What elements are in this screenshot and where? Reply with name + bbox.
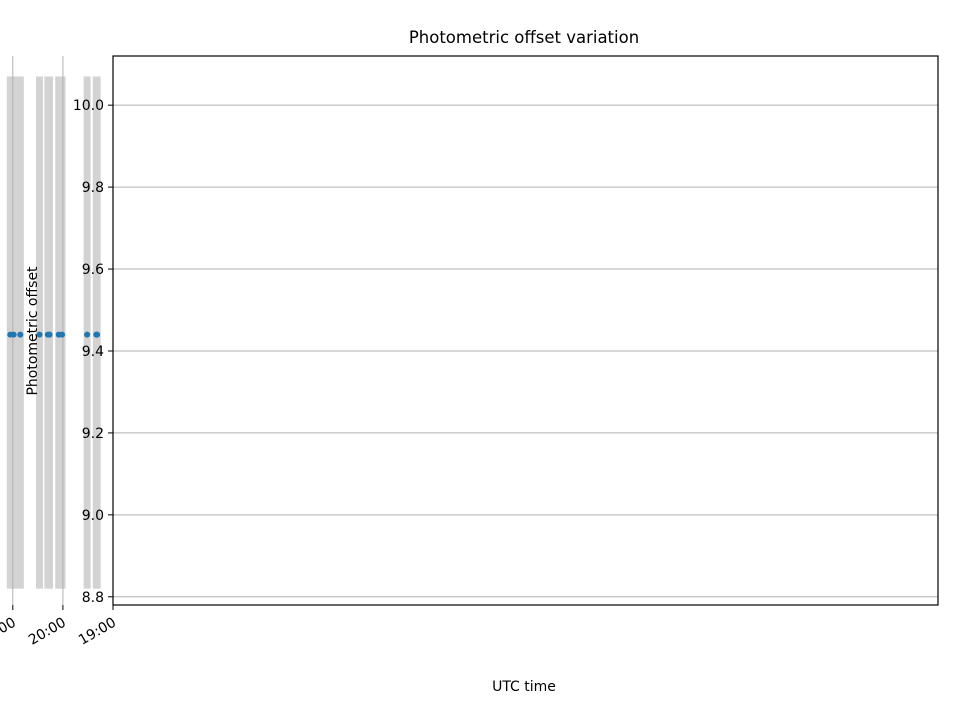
data-points [7, 331, 101, 338]
x-tick-label: 21:00 [0, 615, 19, 649]
data-point [55, 331, 62, 338]
data-point [7, 331, 14, 338]
data-point [44, 331, 51, 338]
data-point [84, 331, 91, 338]
y-tick-label: 9.4 [82, 344, 104, 360]
x-tick-label: 20:00 [26, 615, 69, 649]
x-tick-label: 19:00 [76, 615, 119, 649]
y-tick-label: 10.0 [73, 98, 104, 114]
axes-frame [112, 55, 939, 606]
x-axis-label: UTC time [492, 679, 556, 695]
data-point [93, 331, 100, 338]
chart-title: Photometric offset variation [409, 28, 639, 47]
y-tick-label: 8.8 [82, 590, 104, 606]
y-tick-label: 9.0 [82, 508, 104, 524]
y-tick-label: 9.8 [82, 180, 104, 196]
y-tick-label: 9.2 [82, 426, 104, 442]
y-tick-label: 9.6 [82, 262, 104, 278]
data-point [36, 331, 43, 338]
data-point [17, 331, 24, 338]
y-axis-label: Photometric offset [25, 266, 41, 396]
y-axis-ticks: 8.8 9.0 9.2 9.4 9.6 9.8 10.0 [73, 98, 113, 606]
grid [12, 56, 938, 605]
